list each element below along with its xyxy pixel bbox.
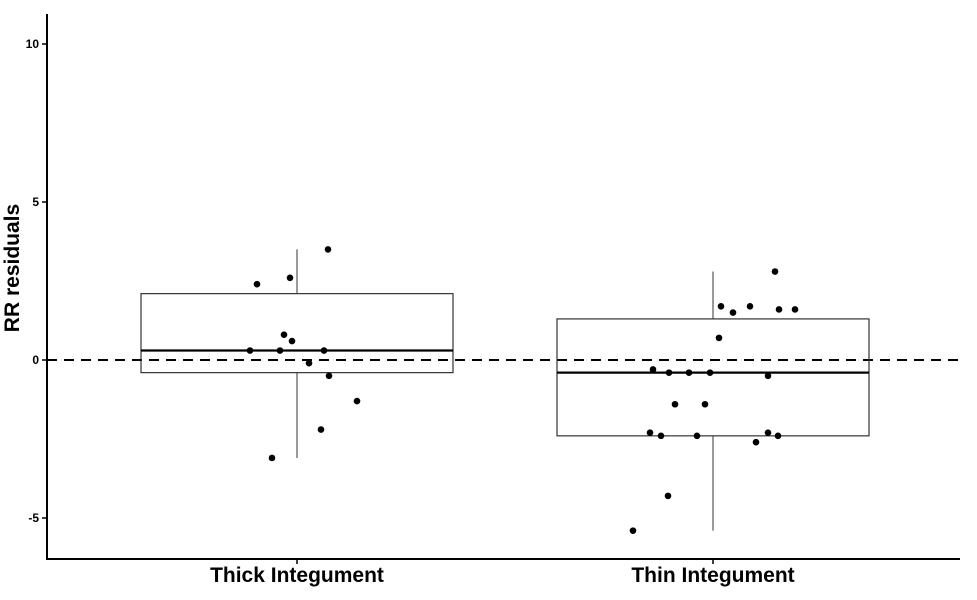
- data-point: [771, 268, 779, 275]
- data-point: [752, 438, 760, 446]
- data-point: [717, 302, 725, 310]
- data-point: [649, 366, 657, 373]
- box-iqr: [556, 318, 870, 437]
- data-point: [646, 429, 654, 436]
- data-point: [685, 369, 693, 376]
- y-tick-label: -5: [28, 511, 39, 525]
- data-point: [268, 454, 276, 462]
- data-point: [317, 426, 325, 433]
- data-point: [664, 492, 672, 500]
- data-point: [671, 400, 679, 408]
- y-axis-title: RR residuals: [1, 204, 24, 332]
- data-point: [665, 369, 673, 376]
- data-point: [701, 400, 709, 408]
- axes: -5 0 5 10 Thick Integument Thin Integument: [26, 14, 960, 587]
- y-tick-label: 5: [32, 195, 39, 209]
- data-point: [764, 372, 772, 380]
- data-point: [253, 280, 261, 288]
- x-tick-label: Thin Integument: [631, 564, 794, 587]
- data-point: [693, 432, 701, 440]
- data-point: [288, 337, 296, 345]
- data-point: [629, 527, 637, 534]
- plot-area: [47, 246, 960, 534]
- data-point: [325, 372, 333, 380]
- data-point: [791, 306, 799, 313]
- data-point: [729, 309, 737, 316]
- y-tick-label: 0: [32, 353, 39, 367]
- data-point: [746, 302, 754, 310]
- box-iqr: [140, 293, 454, 374]
- data-point: [246, 347, 254, 354]
- data-point: [764, 429, 772, 436]
- data-point: [276, 347, 284, 354]
- x-tick-label: Thick Integument: [210, 564, 384, 587]
- y-tick-label: 10: [26, 37, 40, 51]
- data-point: [353, 397, 361, 405]
- data-point: [715, 334, 723, 342]
- data-point: [324, 246, 332, 253]
- data-point: [305, 359, 313, 367]
- data-point: [706, 369, 714, 376]
- data-point: [775, 306, 783, 313]
- data-point: [657, 432, 665, 440]
- data-point: [286, 274, 294, 282]
- data-point: [320, 347, 328, 354]
- data-point: [774, 432, 782, 440]
- data-point: [280, 331, 288, 339]
